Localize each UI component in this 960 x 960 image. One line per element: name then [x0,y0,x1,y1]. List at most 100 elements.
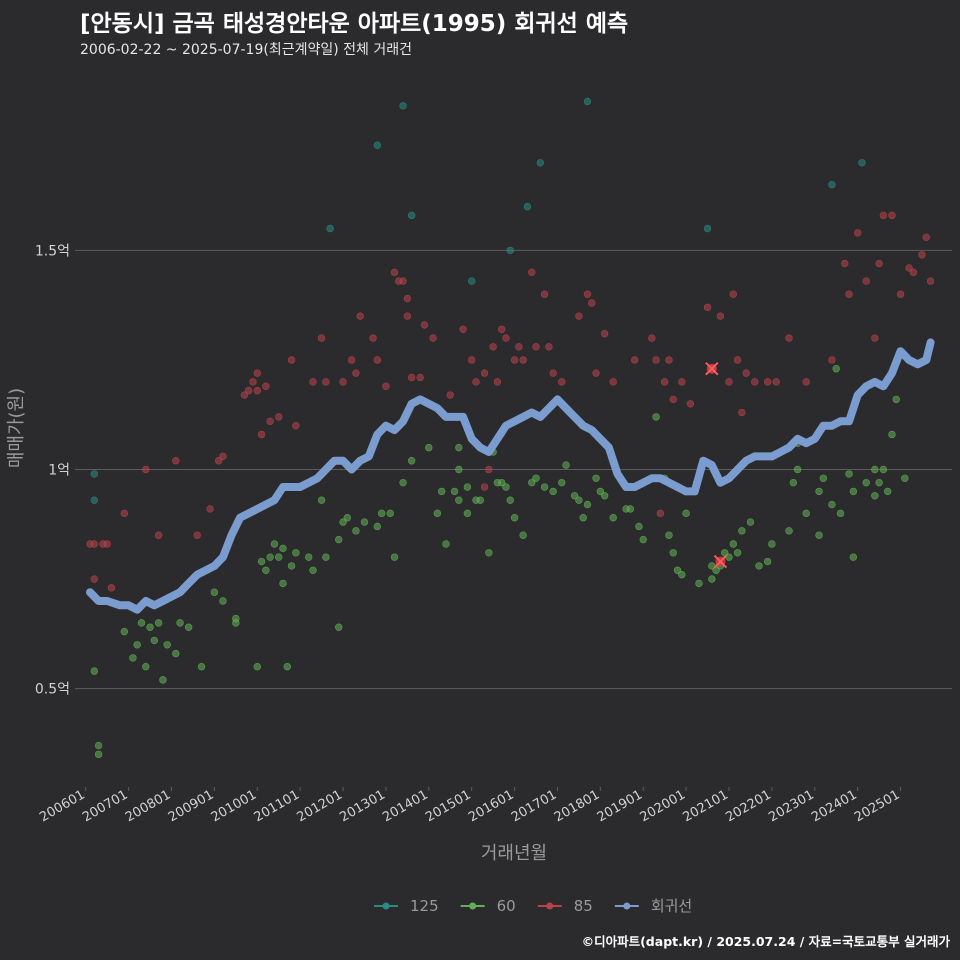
point-85 [660,378,669,386]
point-60 [455,443,463,452]
point-85 [322,378,330,386]
point-60 [871,465,879,474]
point-85 [515,343,523,351]
point-60 [172,649,180,658]
point-60 [154,619,163,627]
legend-label: 125 [410,897,439,915]
x-tick-label: 201801 [552,787,602,825]
point-85 [142,465,150,474]
point-85 [382,382,390,390]
point-60 [695,579,703,588]
point-60 [862,478,870,487]
point-85 [716,312,725,320]
point-60 [210,588,219,596]
point-85 [738,408,746,417]
legend-swatch-dot [382,902,390,910]
x-tick-label: 201201 [295,787,345,825]
regression-layer [86,338,935,614]
point-85 [467,356,476,364]
point-60 [433,509,442,518]
y-axis-title: 매매가(원) [6,388,27,468]
point-60 [266,553,274,561]
point-60 [219,597,227,605]
point-85 [429,334,437,342]
point-85 [592,369,600,377]
point-60 [146,623,154,631]
point-85 [219,452,227,461]
point-60 [570,492,579,500]
point-60 [386,509,394,518]
point-85 [120,509,129,518]
footer-credit: ©디아파트(dapt.kr) / 2025.07.24 / 자료=국토교통부 실… [581,934,950,949]
point-60 [94,741,103,750]
point-85 [275,413,283,421]
point-60 [673,566,682,574]
point-85 [802,378,810,386]
legend-label: 회귀선 [651,897,692,915]
point-85 [665,356,673,364]
point-85 [583,290,592,298]
point-85 [703,303,712,312]
point-125 [536,159,545,167]
x-tick-label: 200801 [123,787,173,825]
point-60 [360,518,369,526]
x-tick-label: 201101 [252,787,302,825]
point-60 [335,623,343,631]
point-85 [540,290,549,298]
point-85 [90,575,98,583]
point-85 [532,343,540,351]
point-60 [558,478,566,487]
point-60 [562,461,570,469]
point-60 [163,641,171,649]
point-85 [588,299,596,307]
point-125 [373,141,382,149]
point-85 [206,505,214,513]
point-85 [772,378,780,386]
point-60 [836,509,845,518]
x-tick-label: 200901 [166,787,216,825]
point-85 [600,329,609,338]
point-60 [317,496,326,504]
point-85 [244,386,253,395]
point-60 [832,365,840,373]
point-85 [309,378,317,386]
point-60 [768,540,776,548]
point-60 [600,492,609,500]
point-85 [489,343,497,351]
point-60 [292,549,300,557]
x-tick-label: 202301 [766,787,816,825]
x-tick-label: 202001 [638,787,688,825]
point-125 [828,180,836,189]
point-60 [669,549,677,557]
point-60 [463,509,472,518]
regression-line [86,338,935,614]
point-85 [733,356,742,364]
point-85 [253,369,261,377]
point-85 [922,233,930,241]
point-60 [442,540,450,548]
point-60 [502,483,510,491]
legend-swatch-dot [623,902,631,910]
point-85 [352,369,360,377]
point-60 [133,641,141,649]
point-60 [755,562,763,570]
point-60 [849,487,858,496]
point-60 [789,478,798,487]
point-60 [343,514,352,522]
point-85 [249,378,257,386]
point-85 [472,378,480,386]
point-60 [901,474,909,482]
chart-title: [안동시] 금곡 태성경안타운 아파트(1995) 회귀선 예측 [80,11,629,37]
point-60 [90,667,98,675]
point-60 [532,474,540,482]
axis-layer: 0.5억 1억 1.5억 200601200701200801200901201001… [6,243,903,864]
point-85 [403,294,412,303]
point-60 [892,395,900,404]
point-125 [90,496,98,504]
legend-label: 85 [574,897,593,915]
highlight-layer [705,362,728,569]
point-60 [232,619,240,627]
point-60 [407,457,416,465]
point-60 [729,540,737,548]
x-tick-label: 201301 [337,787,387,825]
